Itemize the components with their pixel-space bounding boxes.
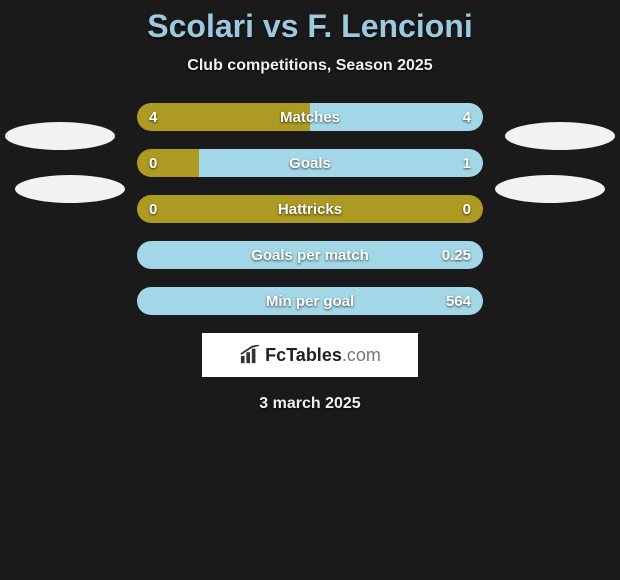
stat-value-right: 0.25 bbox=[442, 241, 471, 269]
placeholder-ellipse bbox=[505, 122, 615, 150]
stat-value-left: 4 bbox=[149, 103, 157, 131]
bar-left bbox=[137, 103, 310, 131]
bar-left bbox=[137, 149, 199, 177]
logo-box: FcTables.com bbox=[202, 333, 418, 377]
logo-domain: .com bbox=[342, 345, 381, 365]
placeholder-ellipse bbox=[495, 175, 605, 203]
stat-value-left: 0 bbox=[149, 149, 157, 177]
page-subtitle: Club competitions, Season 2025 bbox=[0, 57, 620, 75]
placeholder-ellipse bbox=[5, 122, 115, 150]
bar-right bbox=[137, 241, 483, 269]
date-text: 3 march 2025 bbox=[0, 395, 620, 413]
chart-icon bbox=[239, 345, 261, 365]
stat-value-right: 1 bbox=[463, 149, 471, 177]
stat-row: 564Min per goal bbox=[137, 287, 483, 315]
bar-right bbox=[137, 287, 483, 315]
stat-value-right: 564 bbox=[446, 287, 471, 315]
placeholder-ellipse bbox=[15, 175, 125, 203]
bar-right bbox=[199, 149, 483, 177]
logo-name: FcTables bbox=[265, 345, 342, 365]
stat-value-right: 4 bbox=[463, 103, 471, 131]
logo-text: FcTables.com bbox=[265, 345, 381, 366]
stat-row: 0.25Goals per match bbox=[137, 241, 483, 269]
bar-left bbox=[137, 195, 483, 223]
stat-row: 00Hattricks bbox=[137, 195, 483, 223]
stat-row: 01Goals bbox=[137, 149, 483, 177]
bar-right bbox=[310, 103, 483, 131]
stat-value-right: 0 bbox=[463, 195, 471, 223]
stats-container: 44Matches01Goals00Hattricks0.25Goals per… bbox=[137, 103, 483, 315]
stat-row: 44Matches bbox=[137, 103, 483, 131]
stat-value-left: 0 bbox=[149, 195, 157, 223]
page-title: Scolari vs F. Lencioni bbox=[0, 0, 620, 45]
